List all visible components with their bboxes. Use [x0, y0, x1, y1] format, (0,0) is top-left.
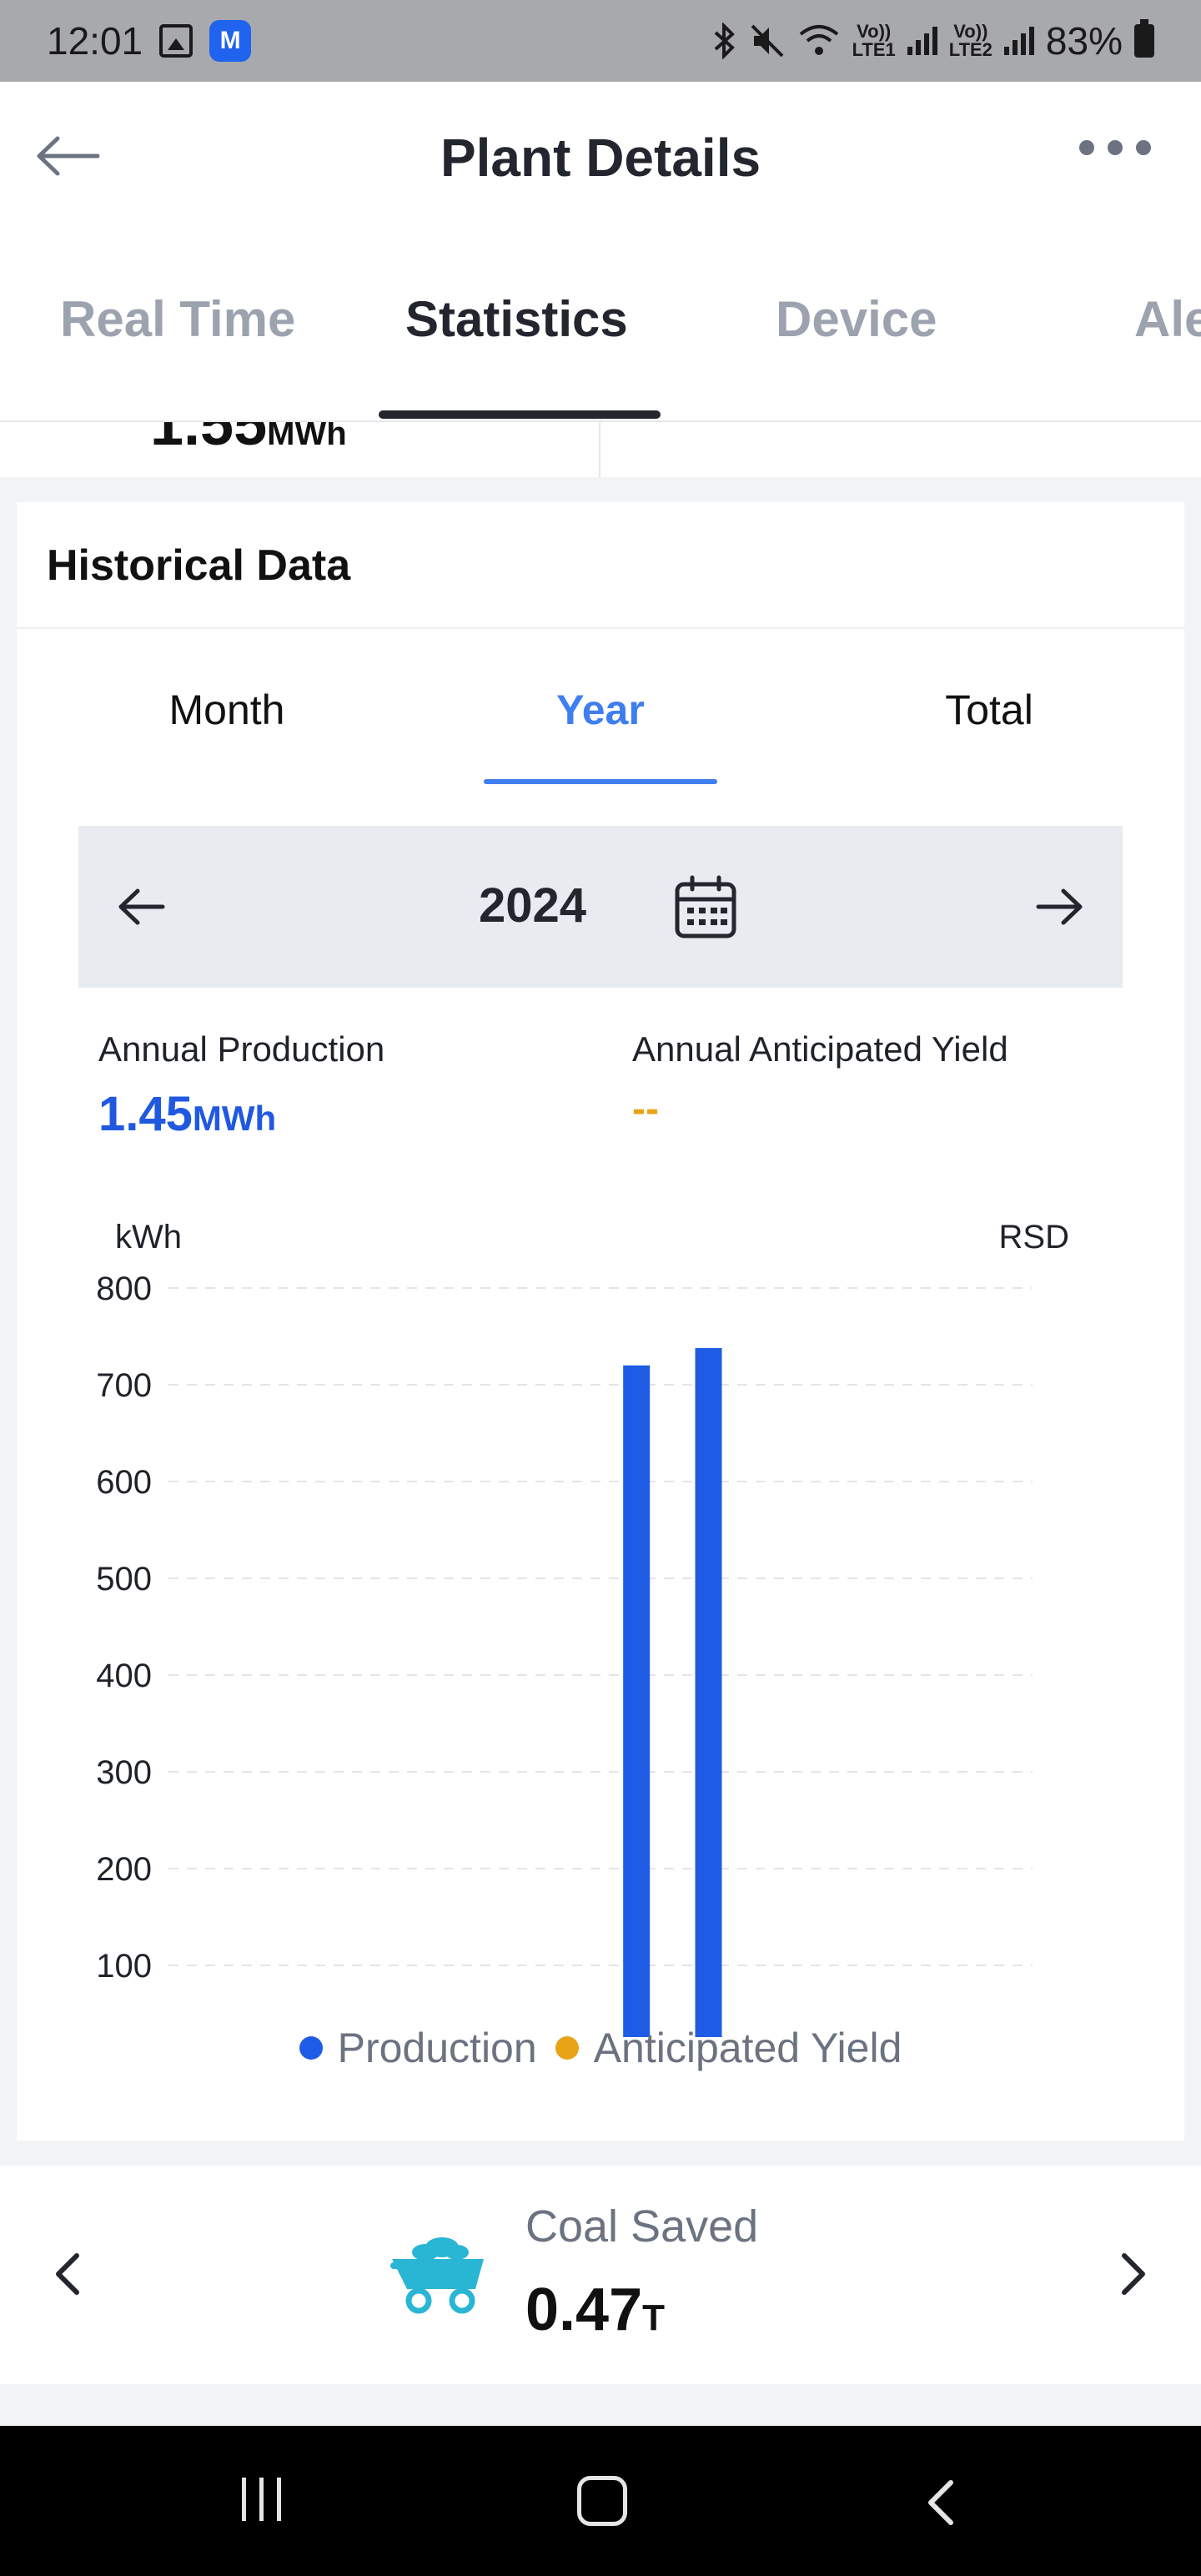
previous-year-button[interactable] — [112, 879, 170, 934]
production-bar-month-7[interactable] — [623, 1365, 651, 2062]
next-stat-button[interactable] — [1109, 2242, 1159, 2306]
arrow-left-icon — [118, 888, 165, 925]
legend-production-dot — [299, 2036, 323, 2060]
annual-production-value: 1.45MWh — [98, 1086, 276, 1142]
coal-saved-number: 0.47 — [525, 2277, 643, 2343]
annual-production-label: Annual Production — [98, 1029, 385, 1069]
home-button[interactable] — [577, 2476, 627, 2526]
bars — [623, 1347, 722, 2062]
recent-bar — [259, 2478, 264, 2521]
status-time: 12:01 — [47, 19, 143, 63]
y-tick-labels: 0100200300400500600700800 — [96, 1270, 152, 2081]
tab-device[interactable]: Device — [776, 291, 937, 347]
mute-icon — [751, 24, 784, 58]
anticipated-yield-label: Annual Anticipated Yield — [632, 1029, 1008, 1069]
y-tick-label: 300 — [96, 1754, 152, 1791]
coal-saved-unit: T — [642, 2297, 666, 2338]
coal-saved-label: Coal Saved — [525, 2201, 759, 2251]
lte1-label: Vo)) LTE1 — [852, 21, 896, 60]
signal-2-icon — [1003, 27, 1034, 55]
period-tab-year[interactable]: Year — [556, 687, 645, 733]
production-chart: kWh RSD 0100200300400500600700800 123456… — [17, 1186, 1184, 2123]
page-title: Plant Details — [440, 128, 761, 188]
bluetooth-icon — [714, 23, 735, 59]
y-tick-label: 200 — [96, 1851, 152, 1888]
back-button[interactable] — [30, 118, 105, 194]
system-back-button[interactable] — [917, 2478, 967, 2528]
more-dot — [1136, 140, 1151, 155]
gallery-icon — [159, 24, 193, 58]
battery-percent: 83% — [1045, 19, 1123, 63]
y-tick-label: 400 — [96, 1658, 152, 1694]
annual-production-unit: MWh — [192, 1099, 277, 1138]
battery-icon — [1134, 19, 1154, 58]
legend-production-label: Production — [337, 2025, 537, 2071]
production-bar-month-8[interactable] — [695, 1347, 722, 2062]
y-tick-label: 600 — [96, 1464, 152, 1501]
y-tick-label: 700 — [96, 1367, 152, 1404]
year-label[interactable]: 2024 — [479, 878, 587, 933]
app-notification-icon: M — [209, 20, 252, 62]
tab-alerts[interactable]: Ale — [1134, 291, 1201, 347]
legend-anticipated-dot — [555, 2036, 579, 2060]
more-dot — [1108, 140, 1123, 155]
production-chart-svg: kWh RSD 0100200300400500600700800 123456… — [96, 1219, 1069, 2123]
environment-card: Coal Saved 0.47T — [0, 2166, 1201, 2384]
period-tab-month[interactable]: Month — [168, 687, 285, 733]
card-title: Historical Data — [47, 541, 351, 590]
lte2-label: Vo)) LTE2 — [948, 21, 992, 60]
summary-divider — [599, 422, 600, 477]
more-dot — [1079, 140, 1094, 155]
anticipated-yield-value: -- — [632, 1087, 659, 1131]
coal-cart-icon — [390, 2237, 484, 2314]
chevron-left-icon — [56, 2253, 79, 2295]
summary-value: 1.55MWh — [150, 422, 347, 459]
summary-number: 1.55 — [150, 422, 268, 458]
tab-statistics[interactable]: Statistics — [405, 291, 628, 347]
signal-1-icon — [907, 27, 937, 55]
period-tab-indicator — [484, 779, 717, 784]
next-year-button[interactable] — [1031, 879, 1089, 934]
y2-axis-label: RSD — [999, 1219, 1069, 1255]
y-axis-label: kWh — [115, 1219, 182, 1255]
summary-peek: 1.55MWh — [0, 422, 1201, 477]
legend-production[interactable]: Production — [299, 2024, 537, 2072]
card-divider — [17, 627, 1184, 629]
y-tick-label: 500 — [96, 1561, 152, 1597]
legend-anticipated[interactable]: Anticipated Yield — [555, 2024, 902, 2072]
historical-data-card: Historical Data Month Year Total 2024 An… — [17, 502, 1184, 2141]
recent-bar — [277, 2478, 281, 2521]
tabs-divider — [0, 420, 1201, 422]
chart-legend: Production Anticipated Yield — [17, 2024, 1184, 2072]
summary-unit: MWh — [267, 422, 347, 452]
more-options-button[interactable] — [1079, 140, 1151, 155]
grid-lines — [168, 1287, 1033, 2064]
y-tick-label: 800 — [96, 1270, 152, 1307]
recent-apps-button[interactable] — [242, 2478, 281, 2521]
y-tick-label: 100 — [96, 1948, 152, 1985]
system-nav-bar — [0, 2426, 1201, 2576]
coal-saved-value: 0.47T — [525, 2276, 665, 2344]
section-tabs: Real Time Statistics Device Ale — [0, 240, 1201, 422]
annual-production-number: 1.45 — [98, 1087, 193, 1141]
year-selector: 2024 — [78, 826, 1123, 988]
arrow-left-icon — [37, 136, 100, 176]
tab-real-time[interactable]: Real Time — [60, 291, 296, 347]
wifi-icon — [799, 25, 838, 55]
calendar-icon[interactable] — [672, 874, 739, 941]
period-tab-total[interactable]: Total — [945, 687, 1033, 733]
recent-bar — [242, 2478, 246, 2521]
status-bar: 12:01 M Vo)) LTE1 Vo)) LTE2 83% — [0, 0, 1201, 82]
legend-anticipated-label: Anticipated Yield — [593, 2025, 902, 2071]
app-header: Plant Details — [0, 82, 1201, 240]
previous-stat-button[interactable] — [42, 2242, 92, 2306]
active-tab-indicator — [379, 410, 661, 419]
chevron-right-icon — [1122, 2253, 1145, 2295]
arrow-right-icon — [1036, 888, 1083, 925]
